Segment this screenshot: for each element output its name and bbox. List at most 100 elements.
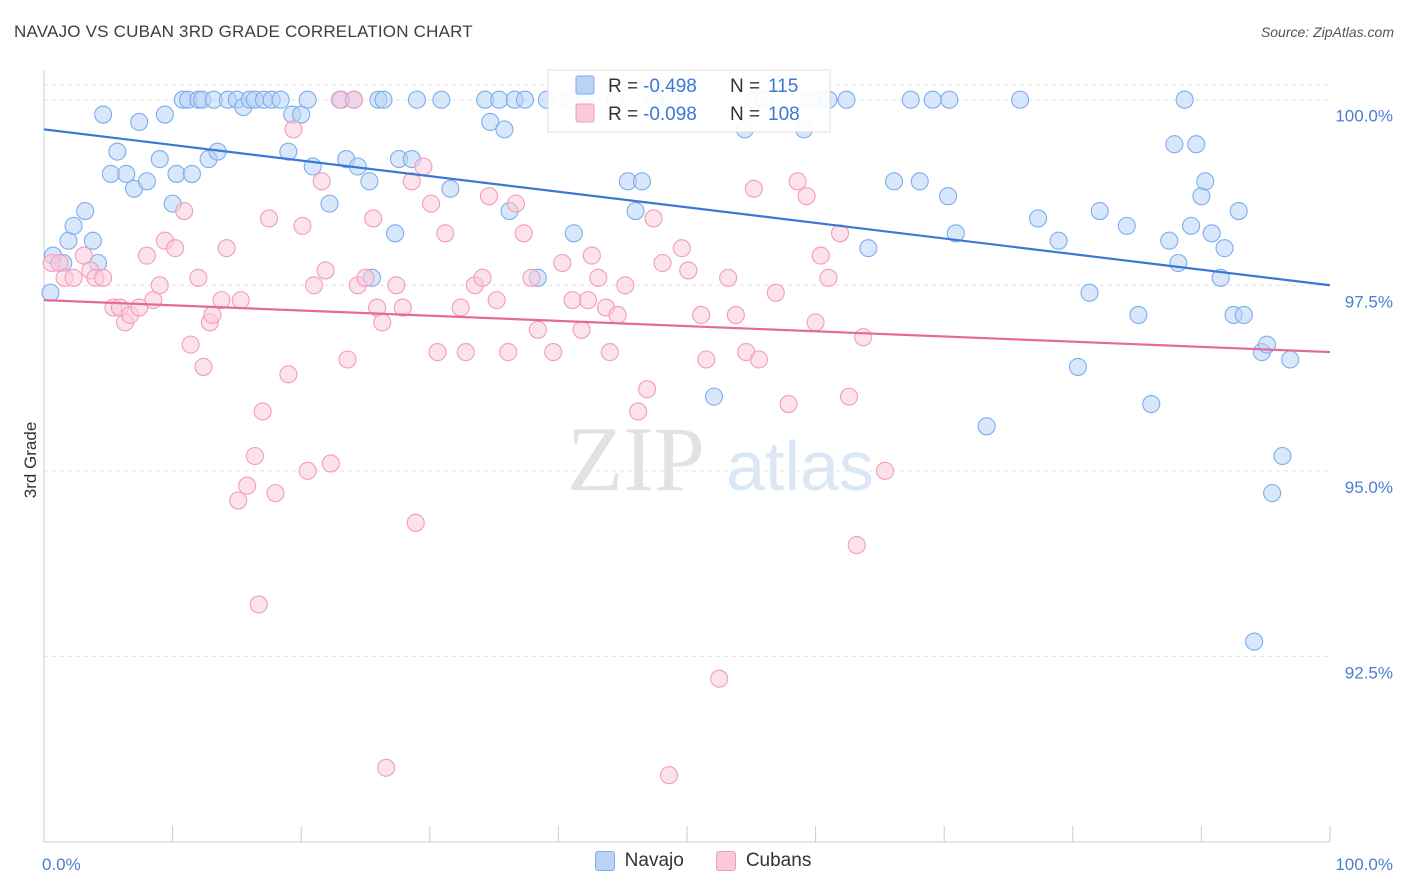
- point-cubans-20: [189, 268, 208, 287]
- point-cubans-34: [279, 365, 298, 384]
- stats-swatch-cubans: [575, 103, 595, 123]
- trend-line-navajo: [43, 128, 1331, 287]
- point-navajo-4: [64, 216, 83, 235]
- point-cubans-37: [298, 461, 317, 480]
- point-navajo-18: [167, 164, 186, 183]
- point-navajo-84: [901, 90, 920, 109]
- point-cubans-38: [305, 276, 324, 295]
- point-cubans-104: [839, 387, 859, 406]
- point-cubans-55: [414, 157, 433, 176]
- point-cubans-53: [402, 172, 421, 191]
- point-cubans-76: [589, 268, 608, 287]
- legend-label-cubans: Cubans: [745, 850, 812, 871]
- y-axis-label: 3rd Grade: [21, 422, 40, 499]
- point-cubans-64: [487, 291, 506, 310]
- legend-swatch-cubans: [715, 851, 736, 871]
- point-navajo-83: [884, 172, 904, 191]
- point-cubans-29: [245, 446, 264, 466]
- point-navajo-16: [155, 105, 174, 124]
- point-navajo-8: [94, 105, 113, 124]
- point-cubans-7: [94, 268, 113, 287]
- point-navajo-52: [407, 90, 426, 109]
- point-navajo-56: [481, 112, 500, 132]
- point-cubans-51: [387, 276, 406, 295]
- point-cubans-102: [819, 268, 838, 287]
- point-cubans-98: [788, 172, 807, 191]
- point-navajo-104: [1182, 216, 1201, 235]
- point-cubans-90: [710, 669, 729, 688]
- gridlines: [44, 84, 1330, 657]
- point-cubans-49: [373, 313, 392, 332]
- point-cubans-81: [629, 402, 648, 421]
- point-cubans-27: [231, 291, 250, 310]
- point-navajo-5: [76, 201, 95, 221]
- chart-title: NAVAJO VS CUBAN 3RD GRADE CORRELATION CH…: [14, 22, 473, 41]
- point-cubans-56: [422, 194, 441, 213]
- point-cubans-26: [229, 491, 248, 510]
- point-navajo-9: [101, 164, 120, 183]
- point-cubans-75: [582, 246, 601, 265]
- point-navajo-15: [150, 150, 169, 169]
- point-cubans-18: [175, 201, 194, 221]
- point-cubans-17: [166, 239, 185, 258]
- point-cubans-97: [779, 394, 798, 414]
- watermark-atlas: atlas: [726, 427, 874, 505]
- point-navajo-91: [1011, 90, 1030, 109]
- point-navajo-96: [1090, 201, 1109, 221]
- y-tick-label-2: 95.0%: [1345, 478, 1393, 497]
- point-cubans-91: [719, 268, 738, 287]
- point-cubans-65: [499, 343, 518, 362]
- point-navajo-113: [1234, 305, 1253, 325]
- point-navajo-57: [490, 90, 509, 109]
- trend-line-cubans: [43, 299, 1331, 354]
- point-navajo-69: [626, 201, 645, 221]
- point-cubans-71: [553, 253, 572, 273]
- y-tick-label-3: 92.5%: [1345, 663, 1393, 682]
- point-navajo-119: [1281, 350, 1300, 369]
- point-navajo-100: [1160, 231, 1179, 250]
- point-cubans-89: [697, 350, 716, 369]
- point-cubans-63: [479, 187, 499, 206]
- axes: 100.0% 97.5% 95.0% 92.5% 0.0% 100.0%: [42, 70, 1393, 874]
- point-navajo-90: [977, 417, 996, 436]
- point-cubans-85: [659, 766, 679, 785]
- point-cubans-101: [811, 246, 830, 265]
- point-navajo-117: [1263, 484, 1282, 503]
- point-cubans-23: [203, 305, 222, 325]
- point-cubans-72: [563, 291, 582, 310]
- point-cubans-40: [316, 261, 335, 280]
- stats-swatch-navajo: [575, 75, 595, 95]
- point-cubans-107: [875, 461, 895, 480]
- stats-r-value-1: -0.098: [643, 104, 697, 125]
- point-cubans-68: [522, 268, 541, 287]
- x-tick-label-0: 0.0%: [42, 855, 81, 874]
- point-cubans-73: [572, 320, 591, 339]
- point-navajo-82: [859, 239, 878, 258]
- point-navajo-65: [564, 224, 583, 243]
- point-cubans-105: [847, 536, 866, 555]
- point-navajo-73: [704, 387, 724, 406]
- point-cubans-83: [644, 209, 663, 228]
- stats-r-label-0: R =: [608, 76, 638, 97]
- point-cubans-95: [749, 350, 769, 369]
- point-navajo-106: [1192, 187, 1211, 206]
- point-cubans-21: [194, 357, 213, 376]
- legend-item-navajo: Navajo: [594, 850, 684, 872]
- point-cubans-106: [854, 328, 873, 347]
- point-navajo-61: [515, 90, 535, 109]
- point-navajo-98: [1129, 305, 1148, 325]
- point-cubans-87: [679, 261, 698, 280]
- point-cubans-84: [653, 253, 672, 273]
- point-cubans-69: [528, 320, 547, 339]
- point-cubans-39: [312, 172, 331, 191]
- point-navajo-112: [1229, 201, 1248, 221]
- point-cubans-67: [514, 224, 533, 243]
- point-navajo-49: [386, 224, 405, 243]
- legend-item-cubans: Cubans: [715, 850, 812, 872]
- stats-n-label-0: N =: [730, 76, 760, 97]
- point-navajo-14: [137, 172, 156, 191]
- point-navajo-0: [41, 283, 60, 302]
- trend-lines: [43, 128, 1331, 354]
- point-navajo-102: [1169, 253, 1188, 273]
- point-cubans-59: [451, 298, 470, 317]
